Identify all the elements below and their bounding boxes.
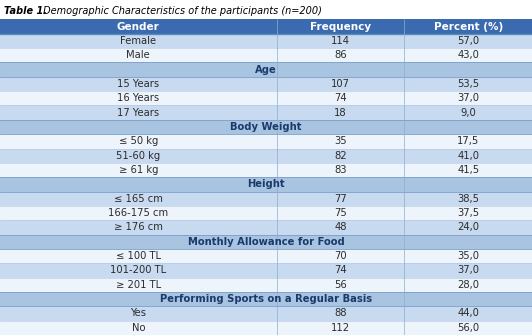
Bar <box>0 106 532 120</box>
Bar <box>0 220 532 234</box>
Text: 37,5: 37,5 <box>457 208 479 218</box>
Text: 37,0: 37,0 <box>457 265 479 275</box>
Text: ≥ 201 TL: ≥ 201 TL <box>116 280 161 290</box>
Text: 112: 112 <box>331 323 350 333</box>
Bar <box>0 62 532 77</box>
Text: Frequency: Frequency <box>310 21 371 31</box>
Bar <box>0 306 532 321</box>
Bar <box>0 234 532 249</box>
Bar <box>0 177 532 192</box>
Text: 15 Years: 15 Years <box>117 79 160 89</box>
Text: 114: 114 <box>331 36 350 46</box>
Text: 17,5: 17,5 <box>457 136 479 146</box>
Text: 48: 48 <box>334 222 347 232</box>
Text: Female: Female <box>120 36 156 46</box>
Bar <box>0 120 532 134</box>
Text: ≥ 61 kg: ≥ 61 kg <box>119 165 158 175</box>
Bar <box>0 163 532 177</box>
Text: 9,0: 9,0 <box>460 108 476 118</box>
Text: 74: 74 <box>334 93 347 103</box>
Text: 43,0: 43,0 <box>457 50 479 60</box>
Text: 35: 35 <box>334 136 347 146</box>
Text: 41,0: 41,0 <box>457 151 479 161</box>
Text: 56: 56 <box>334 280 347 290</box>
Text: 51-60 kg: 51-60 kg <box>116 151 161 161</box>
Text: ≤ 100 TL: ≤ 100 TL <box>116 251 161 261</box>
Text: 53,5: 53,5 <box>457 79 479 89</box>
Bar <box>0 192 532 206</box>
Text: 17 Years: 17 Years <box>117 108 160 118</box>
Text: 101-200 TL: 101-200 TL <box>110 265 167 275</box>
Text: Percent (%): Percent (%) <box>434 21 503 31</box>
Bar <box>0 292 532 306</box>
Bar <box>0 278 532 292</box>
Text: No: No <box>131 323 145 333</box>
Text: Male: Male <box>127 50 150 60</box>
Bar <box>0 321 532 335</box>
Text: Body Weight: Body Weight <box>230 122 302 132</box>
Text: 77: 77 <box>334 194 347 204</box>
Bar <box>0 91 532 106</box>
Text: Monthly Allowance for Food: Monthly Allowance for Food <box>188 237 344 247</box>
Text: 70: 70 <box>334 251 347 261</box>
Bar <box>0 48 532 62</box>
Text: Height: Height <box>247 179 285 189</box>
Text: 57,0: 57,0 <box>457 36 479 46</box>
Text: 166-175 cm: 166-175 cm <box>108 208 169 218</box>
Bar <box>0 249 532 263</box>
Bar <box>0 34 532 48</box>
Text: 35,0: 35,0 <box>457 251 479 261</box>
Text: 41,5: 41,5 <box>457 165 479 175</box>
Text: 38,5: 38,5 <box>457 194 479 204</box>
Text: 16 Years: 16 Years <box>117 93 160 103</box>
Text: Yes: Yes <box>130 309 146 319</box>
Text: 88: 88 <box>334 309 347 319</box>
Text: Gender: Gender <box>117 21 160 31</box>
Bar <box>0 19 532 34</box>
Text: 75: 75 <box>334 208 347 218</box>
Text: ≤ 50 kg: ≤ 50 kg <box>119 136 158 146</box>
Text: Demographic Characteristics of the participants (n=200): Demographic Characteristics of the parti… <box>40 6 322 16</box>
Text: 56,0: 56,0 <box>457 323 479 333</box>
Text: Age: Age <box>255 65 277 75</box>
Text: 107: 107 <box>331 79 350 89</box>
Text: 28,0: 28,0 <box>457 280 479 290</box>
Text: 74: 74 <box>334 265 347 275</box>
Bar <box>0 263 532 278</box>
Text: Performing Sports on a Regular Basis: Performing Sports on a Regular Basis <box>160 294 372 304</box>
Text: ≥ 176 cm: ≥ 176 cm <box>114 222 163 232</box>
Bar <box>0 134 532 148</box>
Text: 83: 83 <box>334 165 347 175</box>
Bar <box>0 206 532 220</box>
Bar <box>0 77 532 91</box>
Text: 24,0: 24,0 <box>457 222 479 232</box>
Text: 86: 86 <box>334 50 347 60</box>
Text: 18: 18 <box>334 108 347 118</box>
Bar <box>0 148 532 163</box>
Text: 44,0: 44,0 <box>457 309 479 319</box>
Text: ≤ 165 cm: ≤ 165 cm <box>114 194 163 204</box>
Text: 82: 82 <box>334 151 347 161</box>
Text: Table 1.: Table 1. <box>4 6 47 16</box>
Text: 37,0: 37,0 <box>457 93 479 103</box>
